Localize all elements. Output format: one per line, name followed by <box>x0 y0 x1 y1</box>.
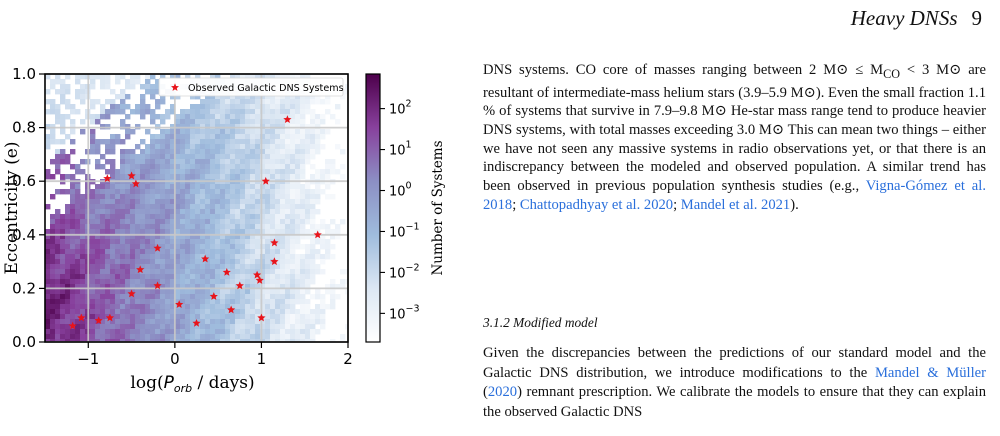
running-header: Heavy DNSs 9 <box>851 6 982 31</box>
legend: Observed Galactic DNS Systems <box>158 77 344 97</box>
p1-sep1: ; <box>512 196 520 213</box>
observed-dns-point <box>103 174 112 182</box>
legend-box <box>158 77 344 97</box>
observed-dns-point <box>68 321 77 330</box>
heatmap-chart: −1 0 1 2 0.0 0.2 0.4 0.6 0.8 1.0 log(Porb / days) E… <box>2 65 446 395</box>
section-heading: 3.1.2 Modified model <box>483 315 598 330</box>
density-layer <box>45 74 348 342</box>
colorbar-tick-label: 102 <box>389 99 412 118</box>
observed-dns-point <box>175 300 184 308</box>
citation-vigna-gomez[interactable]: Vigna-Gómez et al. 2018 <box>483 178 986 213</box>
x-tick-label: 0 <box>170 350 180 368</box>
observed-dns-point <box>105 313 115 322</box>
observed-dns-point <box>235 281 244 290</box>
x-axis-label: log(Porb / days) <box>130 373 254 395</box>
x-tick-label: 2 <box>343 350 353 368</box>
y-tick-label: 0.4 <box>12 226 36 244</box>
observed-dns-point <box>153 281 162 290</box>
y-tick-label: 0.8 <box>12 119 36 137</box>
x-tick-label: 1 <box>257 350 267 368</box>
colorbar-tick-label: 101 <box>389 140 412 159</box>
observed-dns-point <box>253 270 262 279</box>
y-axis-label: Eccentricity (e) <box>2 142 22 275</box>
legend-marker <box>171 83 179 91</box>
y-tick-label: 0.0 <box>12 333 36 351</box>
observed-dns-point <box>131 179 140 188</box>
running-title: Heavy DNSs <box>850 6 958 30</box>
p1-sub-co: CO <box>883 66 901 81</box>
observed-dns-point <box>261 176 270 185</box>
colorbar-tick-label: 100 <box>389 181 412 200</box>
citation-mandel-muller-year[interactable]: 2020 <box>487 384 518 400</box>
observed-dns-point <box>94 316 103 325</box>
axes: −1 0 1 2 0.0 0.2 0.4 0.6 0.8 1.0 log(Porb / days) E… <box>2 65 353 395</box>
observed-dns-point <box>313 230 322 239</box>
p1-text-a: DNS systems. CO core of masses ranging b… <box>483 62 884 78</box>
p1-text-b: < 3 M⊙ are resultant of intermediate-mas… <box>483 62 987 195</box>
colorbar: 102 101 100 10−1 10−2 10−3 Number of Systems <box>365 73 446 343</box>
x-tick-label: −1 <box>77 350 99 368</box>
observed-dns-point <box>127 289 136 298</box>
observed-dns-point <box>192 318 201 327</box>
p2-text-a: Given the discrepancies between the pred… <box>483 345 986 381</box>
observed-dns-point <box>222 268 231 276</box>
plot-frame <box>44 73 349 343</box>
observed-dns-point <box>209 292 218 300</box>
y-tick-label: 0.6 <box>12 172 36 190</box>
p1-sep2: ; <box>673 196 681 213</box>
observed-dns-point <box>227 305 236 314</box>
observed-dns-point <box>257 313 266 322</box>
observed-dns-point <box>270 238 279 247</box>
colorbar-tick-label: 10−1 <box>389 221 420 240</box>
colorbar-tick-label: 10−3 <box>389 303 420 322</box>
observed-points <box>68 115 322 330</box>
p2-paren-open: ( <box>483 384 488 400</box>
page-number: 9 <box>971 6 983 30</box>
observed-dns-point <box>153 243 162 252</box>
p2-paren-close: ) <box>517 384 522 400</box>
observed-dns-point <box>77 313 86 322</box>
figure-heatmap: −1 0 1 2 0.0 0.2 0.4 0.6 0.8 1.0 log(Porb / days) E… <box>0 50 470 431</box>
paragraph-2: Given the discrepancies between the pred… <box>483 344 986 422</box>
colorbar-label: Number of Systems <box>430 140 446 275</box>
observed-dns-point <box>270 257 279 266</box>
y-tick-label: 1.0 <box>12 65 36 83</box>
citation-mandel-2021[interactable]: Mandel et al. 2021 <box>680 196 791 213</box>
colorbar-tick-label: 10−2 <box>389 262 420 281</box>
y-tick-label: 0.2 <box>12 279 36 297</box>
observed-dns-point <box>127 171 136 180</box>
p2-text-b: remnant prescription. We calibrate the m… <box>483 384 986 420</box>
p1-end: ). <box>790 196 799 213</box>
colorbar-gradient <box>365 73 381 343</box>
observed-dns-point <box>255 276 264 284</box>
paragraph-1: DNS systems. CO core of masses ranging b… <box>483 61 986 215</box>
observed-dns-point <box>283 115 292 124</box>
legend-label: Observed Galactic DNS Systems <box>188 83 344 94</box>
citation-chattopadhyay[interactable]: Chattopadhyay et al. 2020 <box>519 196 674 213</box>
observed-dns-point <box>201 254 210 263</box>
observed-dns-point <box>136 265 145 274</box>
citation-mandel-muller[interactable]: Mandel & Müller <box>874 364 986 381</box>
